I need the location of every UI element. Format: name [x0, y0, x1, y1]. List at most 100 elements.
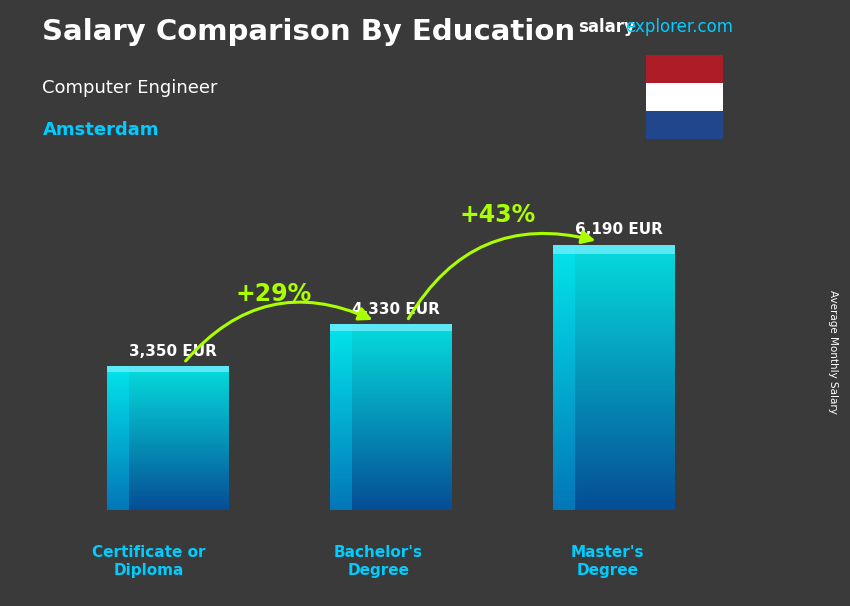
- Bar: [646, 83, 722, 111]
- Bar: [330, 324, 452, 331]
- Bar: [107, 486, 229, 487]
- Bar: [107, 448, 229, 449]
- Bar: [330, 459, 352, 461]
- Bar: [107, 462, 128, 464]
- Bar: [330, 444, 452, 445]
- Bar: [107, 410, 128, 411]
- Text: +29%: +29%: [236, 282, 312, 307]
- Bar: [107, 450, 229, 451]
- Bar: [553, 426, 675, 428]
- Bar: [553, 351, 575, 353]
- Bar: [553, 355, 575, 358]
- Bar: [107, 422, 229, 423]
- Bar: [330, 504, 452, 505]
- Bar: [646, 111, 722, 139]
- Bar: [330, 507, 452, 508]
- Bar: [107, 433, 128, 435]
- Bar: [107, 367, 128, 368]
- Bar: [553, 300, 575, 302]
- Bar: [553, 249, 575, 251]
- Bar: [107, 493, 229, 494]
- Bar: [553, 490, 675, 493]
- Bar: [330, 391, 352, 393]
- Bar: [107, 400, 229, 401]
- Bar: [107, 406, 128, 407]
- Bar: [330, 450, 352, 451]
- Bar: [107, 450, 128, 451]
- Bar: [553, 309, 575, 311]
- Bar: [330, 371, 352, 373]
- Bar: [553, 433, 575, 435]
- Bar: [553, 358, 675, 360]
- Bar: [107, 499, 128, 501]
- Bar: [107, 476, 229, 478]
- Bar: [330, 453, 452, 454]
- Bar: [330, 368, 452, 369]
- Bar: [553, 335, 675, 338]
- Bar: [330, 442, 352, 444]
- Bar: [107, 370, 229, 371]
- Bar: [553, 269, 575, 271]
- Bar: [553, 373, 675, 375]
- Bar: [330, 502, 352, 504]
- Bar: [553, 388, 675, 391]
- Bar: [330, 490, 452, 491]
- Bar: [107, 437, 128, 438]
- Bar: [107, 487, 128, 488]
- Bar: [330, 382, 352, 383]
- Bar: [107, 383, 128, 384]
- Bar: [107, 456, 229, 458]
- Bar: [330, 438, 352, 439]
- Bar: [330, 508, 352, 510]
- Bar: [553, 276, 575, 278]
- Bar: [330, 373, 352, 374]
- Bar: [107, 484, 128, 485]
- Bar: [107, 387, 128, 388]
- Bar: [330, 465, 452, 467]
- Bar: [553, 322, 575, 324]
- Bar: [553, 454, 675, 457]
- Bar: [330, 363, 452, 365]
- Bar: [107, 479, 229, 480]
- Bar: [107, 369, 128, 370]
- Bar: [107, 401, 229, 402]
- Bar: [330, 444, 352, 445]
- Bar: [107, 391, 229, 393]
- Bar: [330, 482, 452, 484]
- Bar: [330, 387, 352, 388]
- Bar: [107, 487, 229, 488]
- Bar: [553, 260, 575, 262]
- Bar: [107, 421, 128, 422]
- Bar: [330, 411, 452, 413]
- Bar: [107, 454, 229, 455]
- Bar: [330, 439, 452, 441]
- Bar: [330, 456, 352, 458]
- Bar: [107, 480, 229, 481]
- Bar: [330, 379, 352, 380]
- Bar: [330, 348, 352, 349]
- Bar: [330, 470, 352, 471]
- Bar: [330, 490, 352, 491]
- Bar: [107, 481, 229, 482]
- Bar: [107, 481, 128, 482]
- Bar: [553, 428, 675, 430]
- Bar: [330, 328, 452, 329]
- Bar: [107, 496, 229, 497]
- Bar: [553, 373, 575, 375]
- Bar: [107, 393, 128, 394]
- Bar: [553, 481, 575, 484]
- Bar: [330, 334, 452, 335]
- Bar: [330, 335, 452, 337]
- Bar: [330, 485, 452, 487]
- Bar: [330, 450, 452, 451]
- Bar: [330, 498, 352, 499]
- Bar: [107, 498, 229, 499]
- Bar: [107, 436, 128, 437]
- Bar: [553, 324, 675, 327]
- Bar: [107, 376, 128, 378]
- Bar: [553, 367, 575, 368]
- Bar: [107, 402, 128, 404]
- Bar: [553, 415, 575, 417]
- Bar: [107, 374, 128, 375]
- Bar: [330, 476, 352, 478]
